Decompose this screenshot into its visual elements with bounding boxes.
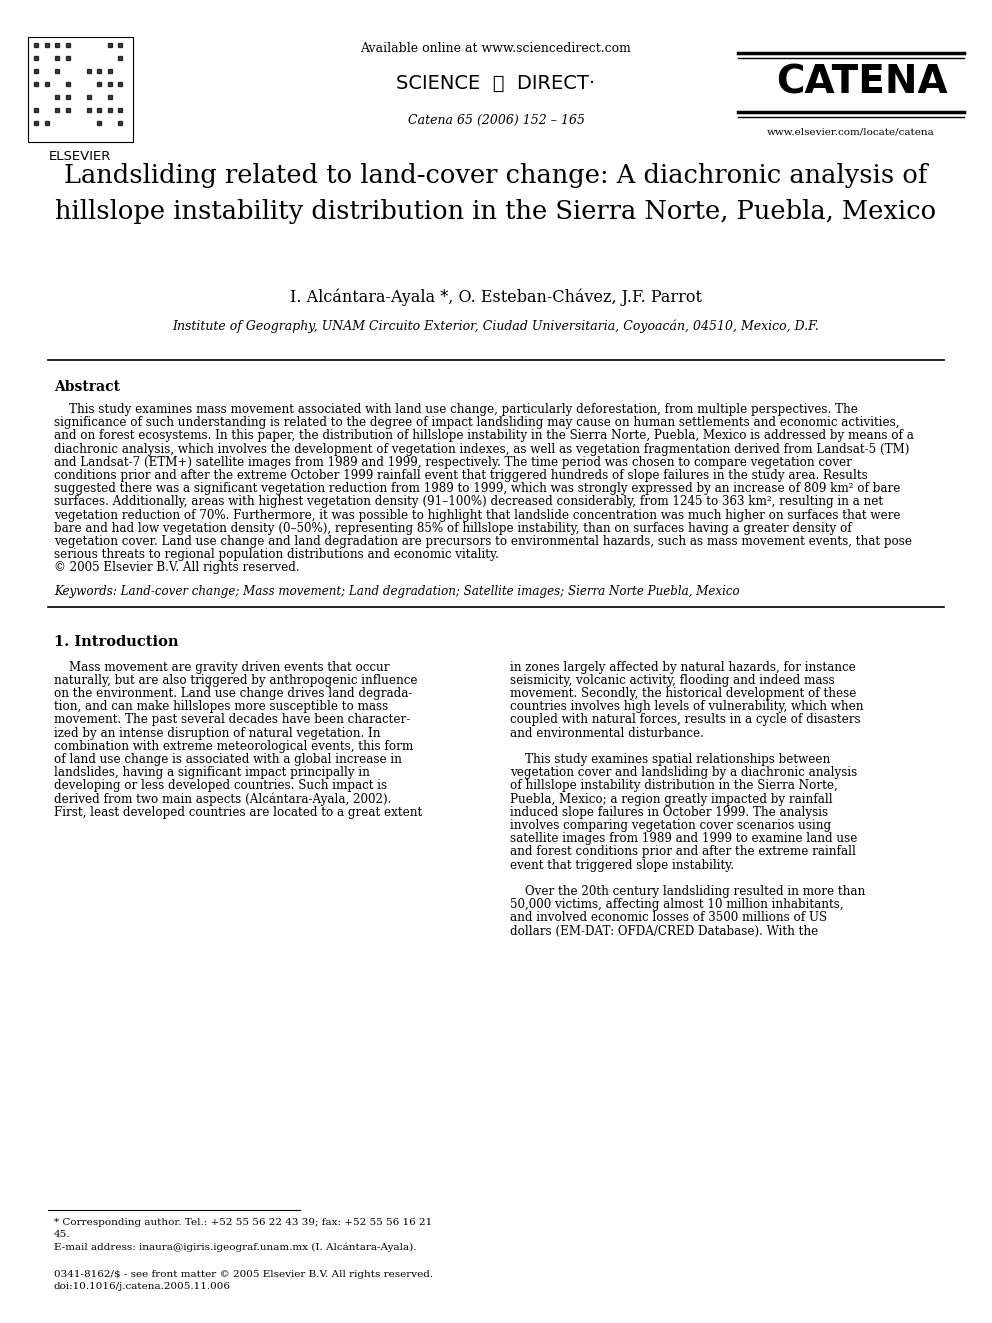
Text: Available online at www.sciencedirect.com: Available online at www.sciencedirect.co… (360, 41, 632, 54)
Text: Keywords: Land-cover change; Mass movement; Land degradation; Satellite images; : Keywords: Land-cover change; Mass moveme… (54, 585, 740, 598)
Text: This study examines spatial relationships between: This study examines spatial relationship… (510, 753, 830, 766)
Text: Abstract: Abstract (54, 380, 120, 394)
Text: in zones largely affected by natural hazards, for instance: in zones largely affected by natural haz… (510, 660, 856, 673)
Text: and environmental disturbance.: and environmental disturbance. (510, 726, 704, 740)
Text: This study examines mass movement associated with land use change, particularly : This study examines mass movement associ… (54, 404, 858, 415)
Text: 50,000 victims, affecting almost 10 million inhabitants,: 50,000 victims, affecting almost 10 mill… (510, 898, 843, 912)
Text: conditions prior and after the extreme October 1999 rainfall event that triggere: conditions prior and after the extreme O… (54, 468, 868, 482)
Text: event that triggered slope instability.: event that triggered slope instability. (510, 859, 734, 872)
Text: seismicity, volcanic activity, flooding and indeed mass: seismicity, volcanic activity, flooding … (510, 673, 834, 687)
Text: on the environment. Land use change drives land degrada-: on the environment. Land use change driv… (54, 687, 413, 700)
Text: involves comparing vegetation cover scenarios using: involves comparing vegetation cover scen… (510, 819, 831, 832)
Bar (28, 37, 133, 142)
Text: Catena 65 (2006) 152 – 165: Catena 65 (2006) 152 – 165 (408, 114, 584, 127)
Text: www.elsevier.com/locate/catena: www.elsevier.com/locate/catena (767, 127, 934, 136)
Text: combination with extreme meteorological events, this form: combination with extreme meteorological … (54, 740, 414, 753)
Text: CATENA: CATENA (776, 64, 947, 101)
Text: I. Alcántara-Ayala *, O. Esteban-Chávez, J.F. Parrot: I. Alcántara-Ayala *, O. Esteban-Chávez,… (290, 288, 702, 306)
Text: E-mail address: inaura@igiris.igeograf.unam.mx (I. Alcántara-Ayala).: E-mail address: inaura@igiris.igeograf.u… (54, 1242, 417, 1252)
Text: and Landsat-7 (ETM+) satellite images from 1989 and 1999, respectively. The time: and Landsat-7 (ETM+) satellite images fr… (54, 456, 852, 468)
Text: of hillslope instability distribution in the Sierra Norte,: of hillslope instability distribution in… (510, 779, 838, 792)
Text: satellite images from 1989 and 1999 to examine land use: satellite images from 1989 and 1999 to e… (510, 832, 857, 845)
Text: vegetation cover. Land use change and land degradation are precursors to environ: vegetation cover. Land use change and la… (54, 534, 912, 548)
Text: significance of such understanding is related to the degree of impact landslidin: significance of such understanding is re… (54, 417, 900, 429)
Text: Mass movement are gravity driven events that occur: Mass movement are gravity driven events … (54, 660, 390, 673)
Text: landslides, having a significant impact principally in: landslides, having a significant impact … (54, 766, 370, 779)
Text: surfaces. Additionally, areas with highest vegetation density (91–100%) decrease: surfaces. Additionally, areas with highe… (54, 495, 883, 508)
Text: vegetation cover and landsliding by a diachronic analysis: vegetation cover and landsliding by a di… (510, 766, 857, 779)
Text: and on forest ecosystems. In this paper, the distribution of hillslope instabili: and on forest ecosystems. In this paper,… (54, 430, 914, 442)
Text: dollars (EM-DAT: OFDA/CRED Database). With the: dollars (EM-DAT: OFDA/CRED Database). Wi… (510, 925, 818, 938)
Text: suggested there was a significant vegetation reduction from 1989 to 1999, which : suggested there was a significant vegeta… (54, 482, 901, 495)
Text: ELSEVIER: ELSEVIER (49, 149, 111, 163)
Text: First, least developed countries are located to a great extent: First, least developed countries are loc… (54, 806, 423, 819)
Text: vegetation reduction of 70%. Furthermore, it was possible to highlight that land: vegetation reduction of 70%. Furthermore… (54, 508, 901, 521)
Text: Institute of Geography, UNAM Circuito Exterior, Ciudad Universitaria, Coyoacán, : Institute of Geography, UNAM Circuito Ex… (173, 319, 819, 333)
Text: developing or less developed countries. Such impact is: developing or less developed countries. … (54, 779, 387, 792)
Text: Puebla, Mexico; a region greatly impacted by rainfall: Puebla, Mexico; a region greatly impacte… (510, 792, 832, 806)
Text: SCIENCE  ⓐ  DIRECT·: SCIENCE ⓐ DIRECT· (397, 74, 595, 93)
Text: naturally, but are also triggered by anthropogenic influence: naturally, but are also triggered by ant… (54, 673, 418, 687)
Text: ized by an intense disruption of natural vegetation. In: ized by an intense disruption of natural… (54, 726, 381, 740)
Text: derived from two main aspects (Alcántara-Ayala, 2002).: derived from two main aspects (Alcántara… (54, 792, 392, 806)
Text: * Corresponding author. Tel.: +52 55 56 22 43 39; fax: +52 55 56 16 21: * Corresponding author. Tel.: +52 55 56 … (54, 1218, 433, 1226)
Text: and involved economic losses of 3500 millions of US: and involved economic losses of 3500 mil… (510, 912, 827, 925)
Text: 0341-8162/$ - see front matter © 2005 Elsevier B.V. All rights reserved.: 0341-8162/$ - see front matter © 2005 El… (54, 1270, 434, 1279)
Text: diachronic analysis, which involves the development of vegetation indexes, as we: diachronic analysis, which involves the … (54, 443, 910, 455)
Text: of land use change is associated with a global increase in: of land use change is associated with a … (54, 753, 402, 766)
Text: 1. Introduction: 1. Introduction (54, 635, 179, 648)
Text: induced slope failures in October 1999. The analysis: induced slope failures in October 1999. … (510, 806, 828, 819)
Text: © 2005 Elsevier B.V. All rights reserved.: © 2005 Elsevier B.V. All rights reserved… (54, 561, 300, 574)
Text: bare and had low vegetation density (0–50%), representing 85% of hillslope insta: bare and had low vegetation density (0–5… (54, 521, 852, 534)
Text: 45.: 45. (54, 1230, 70, 1240)
Text: and forest conditions prior and after the extreme rainfall: and forest conditions prior and after th… (510, 845, 856, 859)
Text: countries involves high levels of vulnerability, which when: countries involves high levels of vulner… (510, 700, 863, 713)
Text: movement. Secondly, the historical development of these: movement. Secondly, the historical devel… (510, 687, 856, 700)
Text: serious threats to regional population distributions and economic vitality.: serious threats to regional population d… (54, 548, 499, 561)
Text: movement. The past several decades have been character-: movement. The past several decades have … (54, 713, 411, 726)
Text: doi:10.1016/j.catena.2005.11.006: doi:10.1016/j.catena.2005.11.006 (54, 1282, 231, 1291)
Text: coupled with natural forces, results in a cycle of disasters: coupled with natural forces, results in … (510, 713, 861, 726)
Text: Landsliding related to land-cover change: A diachronic analysis of
hillslope ins: Landsliding related to land-cover change… (56, 163, 936, 224)
Text: tion, and can make hillslopes more susceptible to mass: tion, and can make hillslopes more susce… (54, 700, 388, 713)
Text: Over the 20th century landsliding resulted in more than: Over the 20th century landsliding result… (510, 885, 865, 898)
